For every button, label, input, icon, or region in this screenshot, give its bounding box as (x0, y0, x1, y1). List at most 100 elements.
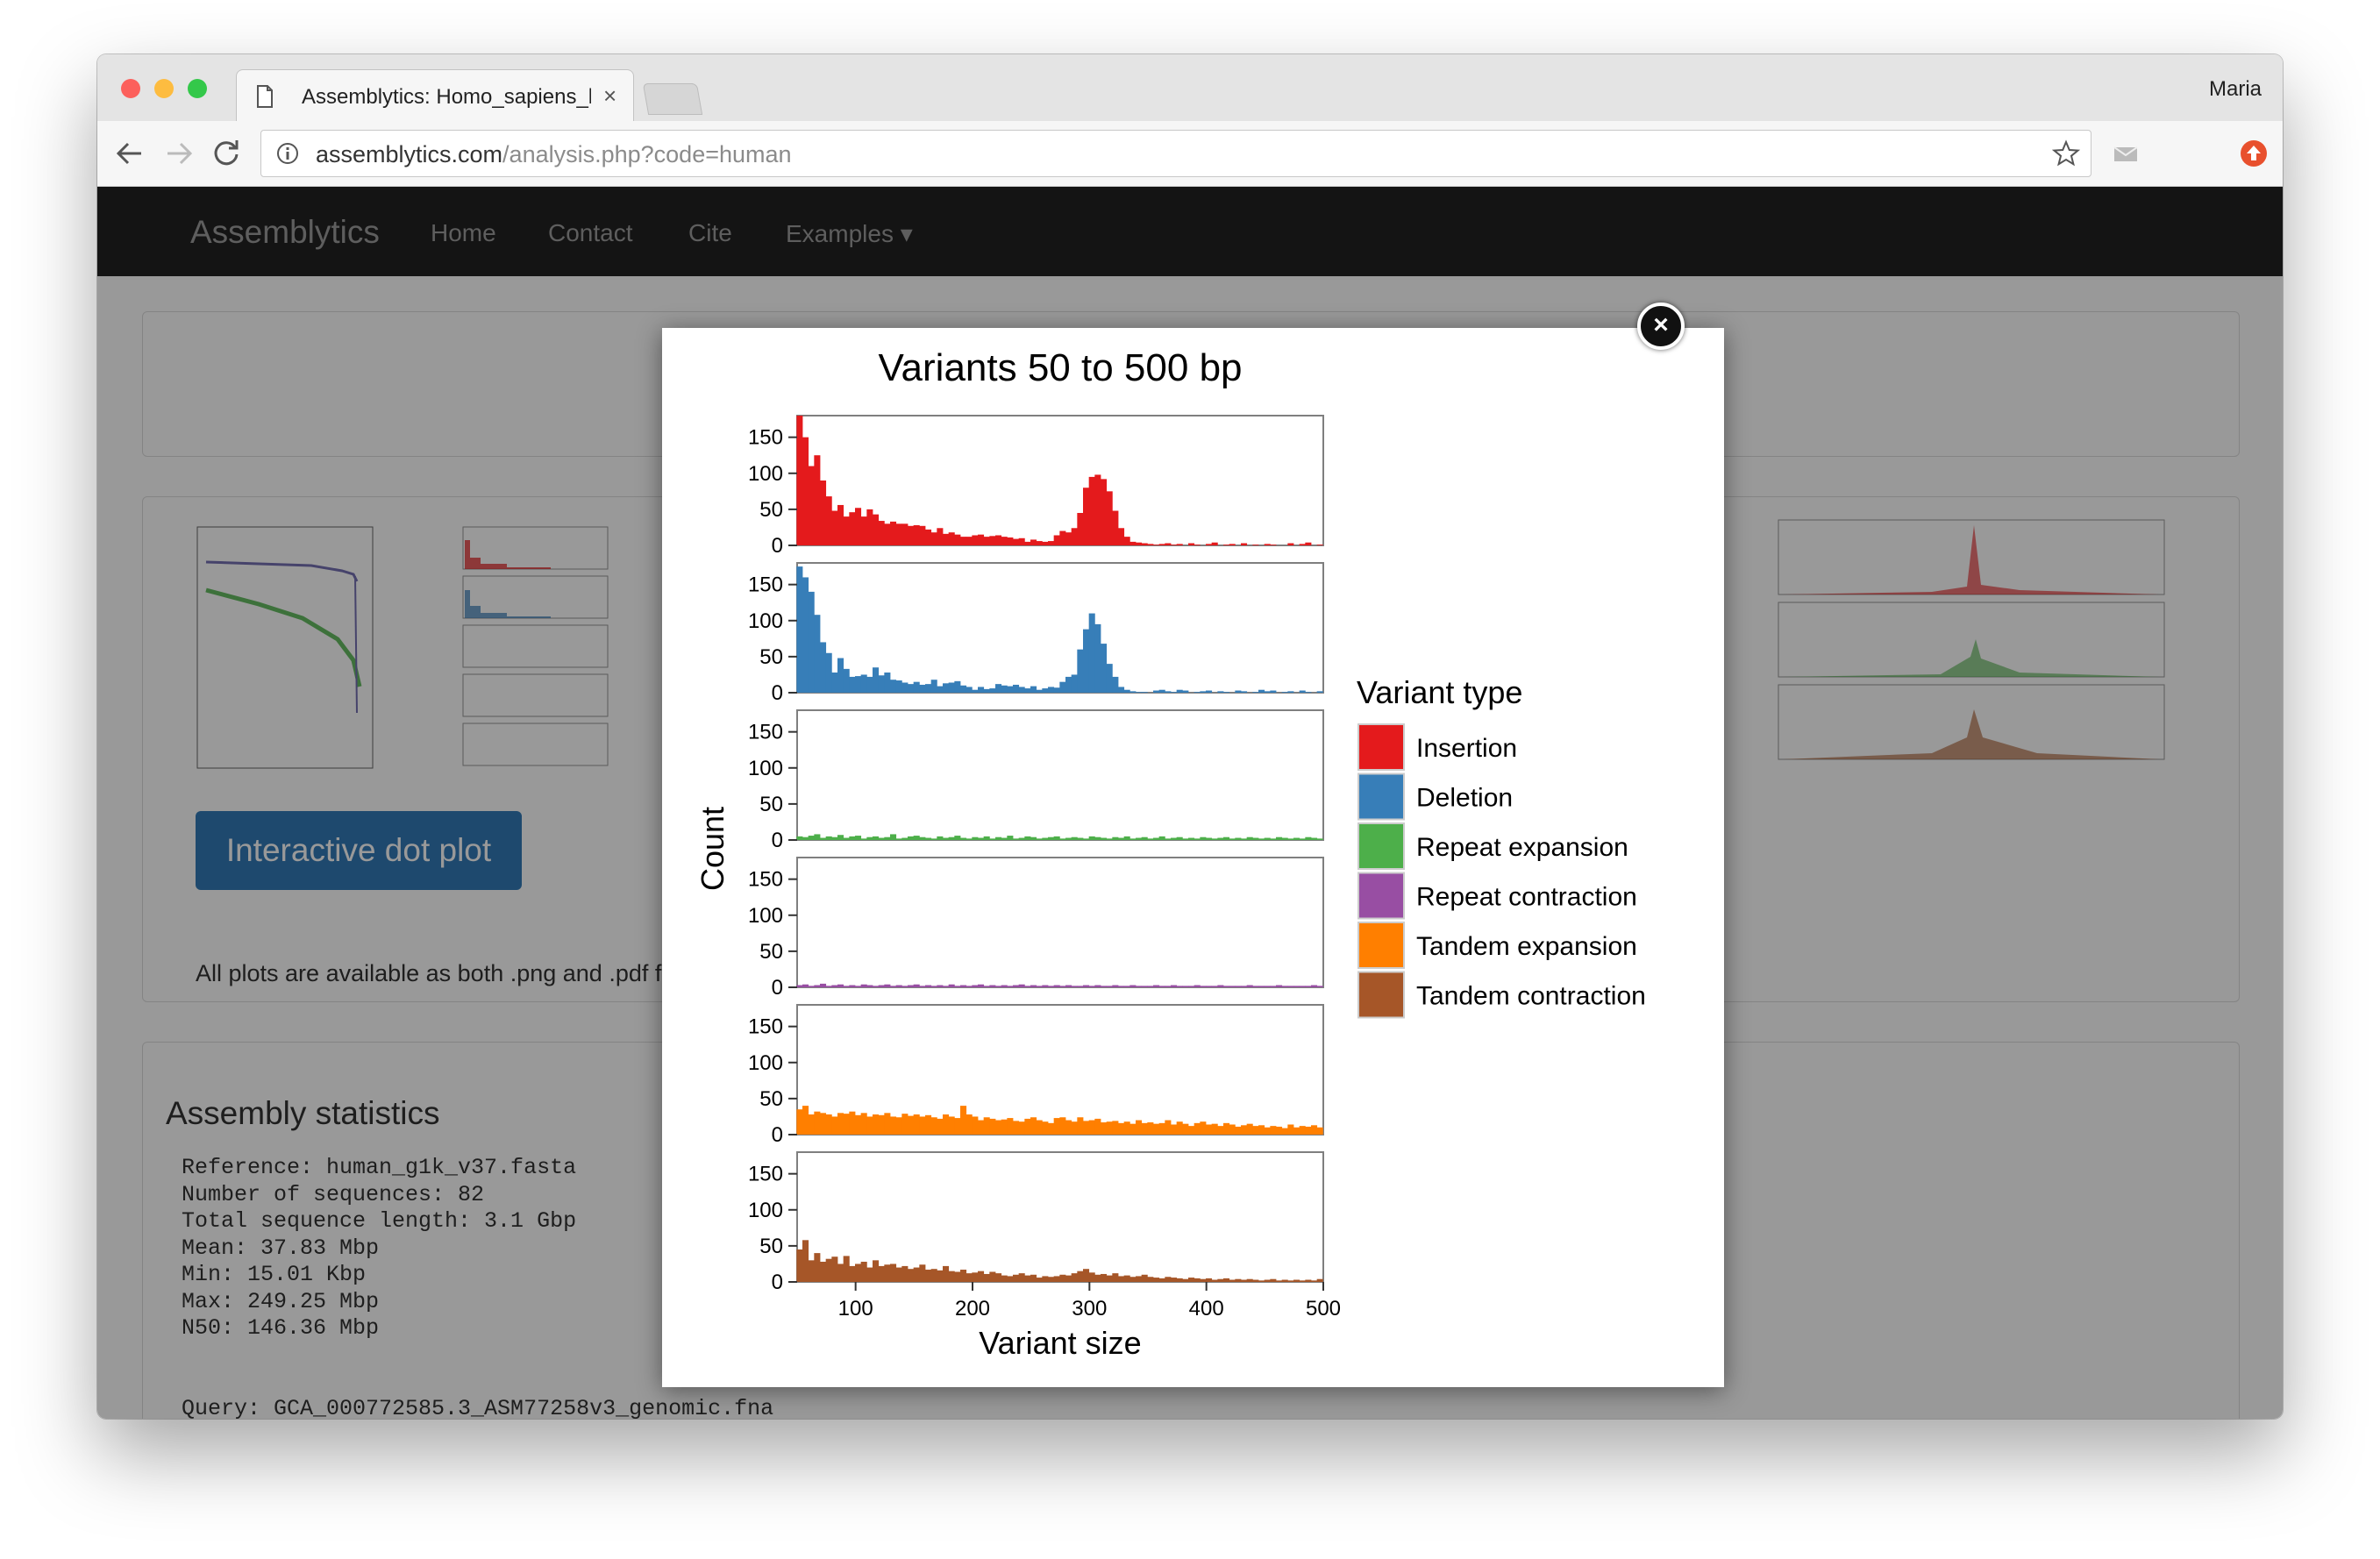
address-bar[interactable]: assemblytics.com/analysis.php?code=human (260, 130, 2091, 177)
histogram-bar (1264, 986, 1271, 987)
histogram-bar (849, 1111, 856, 1135)
cumulative-length-thumbnail[interactable] (153, 502, 417, 809)
histogram-bar (1101, 1273, 1108, 1282)
histogram-bar (825, 1258, 832, 1282)
histogram-bar (966, 986, 973, 987)
x-tick-label: 300 (1072, 1297, 1107, 1321)
histogram-bar (1311, 837, 1318, 840)
histogram-bar (884, 984, 891, 987)
histogram-bar (1053, 836, 1060, 840)
info-icon[interactable] (275, 141, 300, 166)
star-icon[interactable] (2052, 139, 2080, 167)
histogram-bar (1141, 836, 1148, 840)
nav-examples[interactable]: Examples ▾ (786, 219, 913, 248)
plots-format-note: All plots are available as both .png and… (196, 960, 686, 986)
histogram-bar (873, 1114, 880, 1135)
histogram-bar (1217, 985, 1224, 987)
histogram-bar (843, 1256, 850, 1282)
histogram-bar (913, 524, 920, 545)
histogram-bar (1123, 986, 1130, 987)
nav-cite[interactable]: Cite (688, 219, 732, 246)
histogram-bar (1206, 1124, 1213, 1135)
y-tick-label: 150 (748, 573, 783, 597)
chevron-down-icon: ▾ (900, 220, 913, 247)
histogram-bar (1001, 1119, 1008, 1135)
histogram-bar (1123, 1275, 1130, 1282)
reload-icon[interactable] (211, 138, 241, 167)
nav-examples-label: Examples (786, 220, 894, 247)
histogram-bar (989, 1118, 996, 1135)
histogram-bar (837, 504, 844, 545)
histogram-bar (873, 514, 880, 545)
histogram-bar (1024, 1275, 1031, 1282)
histogram-bar (1018, 1273, 1025, 1282)
histogram-bar (995, 1120, 1002, 1135)
histogram-bar (937, 686, 944, 693)
histogram-bar (1287, 1124, 1294, 1135)
variants-2-10000-thumbnail[interactable] (1756, 508, 2230, 788)
histogram-bar (1083, 1121, 1090, 1135)
histogram-bar (843, 1114, 850, 1135)
histogram-bar (983, 986, 990, 987)
histogram-bar (820, 837, 827, 840)
histogram-bar (1030, 686, 1037, 693)
histogram-bar (1071, 1273, 1078, 1282)
y-tick-label: 0 (772, 1271, 783, 1294)
close-window-button[interactable] (121, 79, 140, 98)
histogram-bar (1252, 1126, 1259, 1135)
mail-icon[interactable] (2113, 146, 2139, 163)
histogram-bar (831, 985, 838, 987)
histogram-bar (1001, 537, 1008, 545)
histogram-bar (1088, 613, 1095, 693)
close-circle-icon[interactable]: × (1637, 303, 1685, 350)
histogram-bar (937, 985, 944, 987)
site-brand[interactable]: Assemblytics (190, 214, 380, 250)
histogram-bar (1136, 1276, 1143, 1282)
assembly-statistics-heading: Assembly statistics (166, 1095, 440, 1131)
tab-close-icon[interactable]: × (603, 82, 617, 109)
legend-swatch (1357, 872, 1405, 920)
histogram-bar (919, 836, 926, 840)
histogram-bar (901, 1114, 909, 1135)
histogram-bar (855, 986, 862, 987)
x-tick-label: 100 (838, 1297, 873, 1321)
histogram-bar (1001, 685, 1008, 693)
histogram-bar (820, 481, 827, 545)
back-arrow-icon[interactable] (115, 139, 145, 168)
histogram-bar (1229, 1124, 1236, 1135)
profile-name[interactable]: Maria (2208, 77, 2262, 101)
histogram-bar (884, 1113, 891, 1135)
variants-10-50-thumbnail[interactable] (445, 509, 634, 781)
interactive-dot-plot-button[interactable]: Interactive dot plot (196, 811, 522, 890)
legend-title: Variant type (1357, 674, 1522, 710)
histogram-bar (1223, 986, 1230, 987)
histogram-bar (1158, 836, 1165, 840)
histogram-bar (1287, 838, 1294, 840)
histogram-bar (966, 838, 973, 840)
histogram-bar (866, 1116, 873, 1135)
histogram-bar (908, 525, 915, 545)
histogram-bar (948, 682, 955, 693)
histogram-bar (1048, 1122, 1055, 1135)
histogram-bar (1141, 543, 1148, 545)
forward-arrow-icon[interactable] (164, 139, 194, 168)
histogram-bar (849, 985, 856, 987)
tab-assemblytics[interactable]: Assemblytics: Homo_sapiens_h × (236, 69, 634, 122)
histogram-bar (1007, 1118, 1014, 1135)
histogram-bar (1112, 510, 1119, 545)
zoom-window-button[interactable] (188, 79, 207, 98)
histogram-bar (1287, 543, 1294, 545)
histogram-bar (1299, 838, 1306, 840)
minimize-window-button[interactable] (154, 79, 174, 98)
browser-window: Assemblytics: Homo_sapiens_h × Maria ass… (97, 54, 2283, 1419)
extension-icon[interactable] (2239, 139, 2269, 168)
new-tab-button[interactable] (642, 83, 703, 115)
nav-contact[interactable]: Contact (548, 219, 633, 246)
y-tick-label: 100 (748, 1199, 783, 1222)
histogram-bar (884, 672, 891, 693)
y-tick-label: 0 (772, 829, 783, 852)
histogram-bar (1299, 690, 1306, 693)
nav-home[interactable]: Home (431, 219, 496, 246)
url-text[interactable]: assemblytics.com/analysis.php?code=human (316, 141, 792, 168)
histogram-bar (1264, 691, 1271, 693)
